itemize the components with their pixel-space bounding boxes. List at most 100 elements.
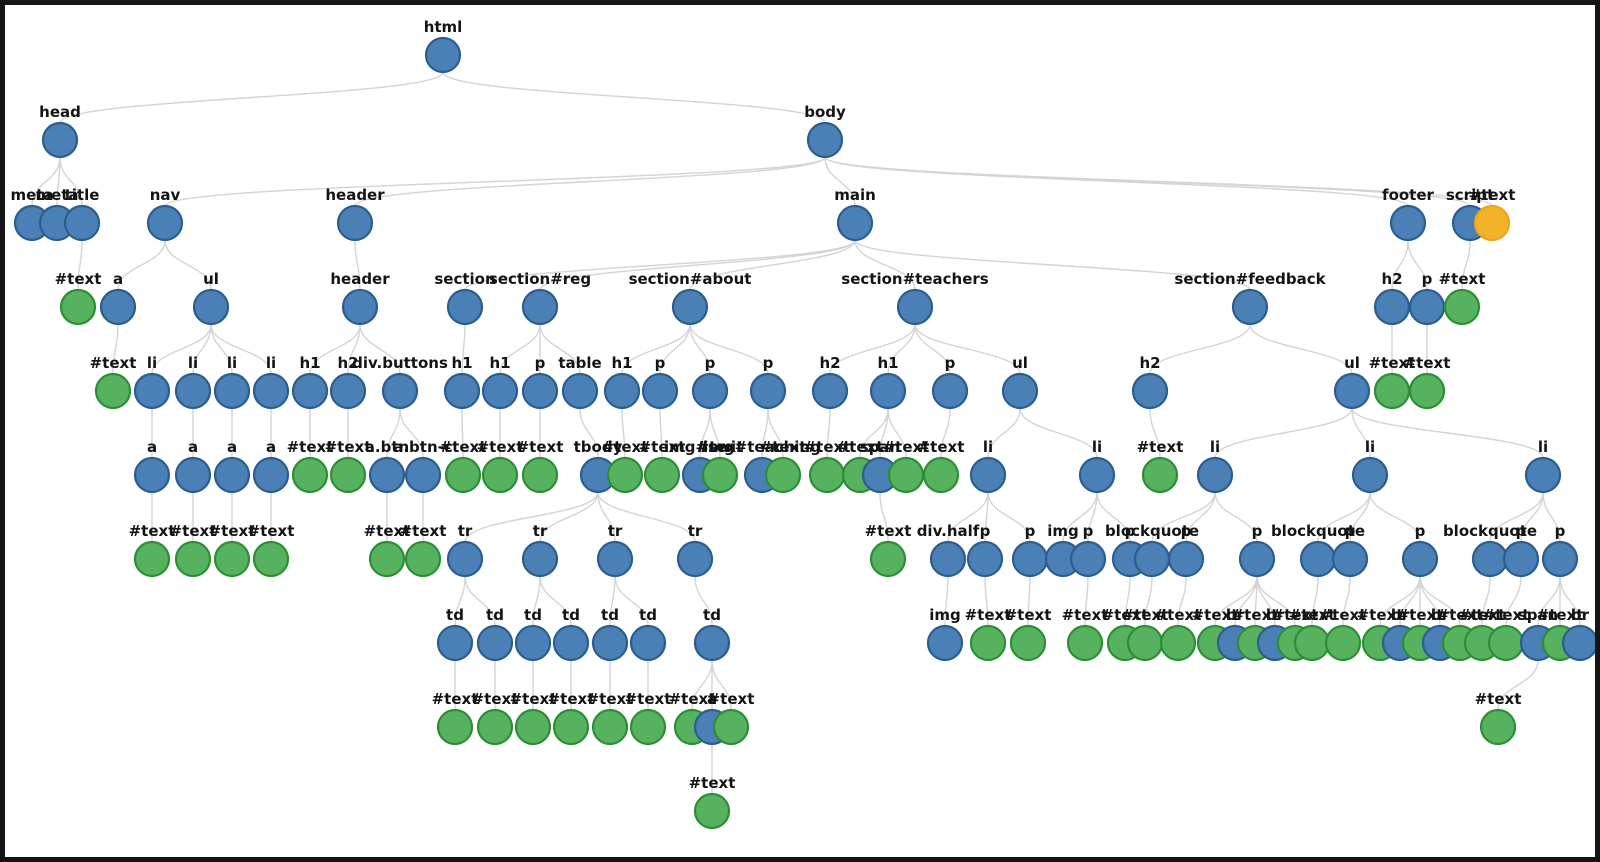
tree-node--text-text-node[interactable] (1487, 624, 1525, 662)
tree-node--text-text-node[interactable] (922, 456, 960, 494)
tree-node-p-element-node[interactable] (1408, 288, 1446, 326)
tree-node--text-text-node[interactable] (693, 792, 731, 830)
tree-node-li-element-node[interactable] (1351, 456, 1389, 494)
tree-node-section-about-element-node[interactable] (671, 288, 709, 326)
tree-node-header-element-node[interactable] (341, 288, 379, 326)
tree-node-a-element-node[interactable] (99, 288, 137, 326)
tree-node-table-element-node[interactable] (561, 372, 599, 410)
tree-node-p-element-node[interactable] (749, 372, 787, 410)
tree-node-p-element-node[interactable] (521, 372, 559, 410)
tree-node--text-text-node[interactable] (94, 372, 132, 410)
tree-node-ul-element-node[interactable] (1001, 372, 1039, 410)
tree-node-p-element-node[interactable] (641, 372, 679, 410)
tree-node-p-element-node[interactable] (1069, 540, 1107, 578)
tree-node-div-buttons-element-node[interactable] (381, 372, 419, 410)
tree-node--text-text-node[interactable] (606, 456, 644, 494)
tree-node-div-half-element-node[interactable] (929, 540, 967, 578)
tree-node--text-text-node[interactable] (444, 456, 482, 494)
tree-node-td-element-node[interactable] (591, 624, 629, 662)
tree-node-blockquote-element-node[interactable] (1133, 540, 1171, 578)
tree-node--text-text-node[interactable] (591, 708, 629, 746)
tree-node-p-element-node[interactable] (691, 372, 729, 410)
tree-node-p-element-node[interactable] (1011, 540, 1049, 578)
tree-node-p-element-node[interactable] (1401, 540, 1439, 578)
tree-node--text-text-node[interactable] (1443, 288, 1481, 326)
tree-node--text-text-node[interactable] (552, 708, 590, 746)
tree-node-li-element-node[interactable] (1524, 456, 1562, 494)
tree-node--text-text-node[interactable] (1293, 624, 1331, 662)
tree-node-h1-element-node[interactable] (869, 372, 907, 410)
tree-node--text-text-node[interactable] (252, 540, 290, 578)
tree-node--text-text-node[interactable] (174, 540, 212, 578)
tree-node-td-element-node[interactable] (436, 624, 474, 662)
tree-node--text-text-node[interactable] (808, 456, 846, 494)
tree-node-td-element-node[interactable] (552, 624, 590, 662)
tree-node--text-text-node[interactable] (1324, 624, 1362, 662)
tree-node--text-text-node[interactable] (213, 540, 251, 578)
tree-node--text-text-node[interactable] (1066, 624, 1104, 662)
tree-node-h2-element-node[interactable] (811, 372, 849, 410)
tree-node--text-text-node[interactable] (481, 456, 519, 494)
tree-node-td-element-node[interactable] (629, 624, 667, 662)
tree-node-a-element-node[interactable] (252, 456, 290, 494)
tree-node--text-text-node[interactable] (329, 456, 367, 494)
tree-node-section-feedback-element-node[interactable] (1231, 288, 1269, 326)
tree-node--text-text-node[interactable] (368, 540, 406, 578)
tree-node-p-element-node[interactable] (1331, 540, 1369, 578)
tree-node--text-text-node[interactable] (404, 540, 442, 578)
tree-node-header-element-node[interactable] (336, 204, 374, 242)
tree-node--text-text-node[interactable] (1408, 372, 1446, 410)
tree-node--text-highlighted-text-node[interactable] (1473, 204, 1511, 242)
tree-node--text-text-node[interactable] (59, 288, 97, 326)
tree-node-li-element-node[interactable] (133, 372, 171, 410)
tree-node-a-btn-c-element-node[interactable] (404, 456, 442, 494)
tree-node-h1-element-node[interactable] (603, 372, 641, 410)
tree-node-tr-element-node[interactable] (521, 540, 559, 578)
tree-node--text-text-node[interactable] (701, 456, 739, 494)
tree-node-td-element-node[interactable] (693, 624, 731, 662)
tree-node-blockquote-element-node[interactable] (1471, 540, 1509, 578)
tree-node--text-text-node[interactable] (1373, 372, 1411, 410)
tree-node--text-text-node[interactable] (969, 624, 1007, 662)
tree-node-nav-element-node[interactable] (146, 204, 184, 242)
tree-node-ul-element-node[interactable] (192, 288, 230, 326)
tree-node--text-text-node[interactable] (476, 708, 514, 746)
tree-node-li-element-node[interactable] (1078, 456, 1116, 494)
tree-node-h2-element-node[interactable] (1373, 288, 1411, 326)
tree-node--text-text-node[interactable] (712, 708, 750, 746)
tree-node--text-text-node[interactable] (1159, 624, 1197, 662)
tree-node-p-element-node[interactable] (1541, 540, 1579, 578)
tree-node--text-text-node[interactable] (764, 456, 802, 494)
tree-node-a-element-node[interactable] (133, 456, 171, 494)
tree-node-h1-element-node[interactable] (481, 372, 519, 410)
tree-node-tr-element-node[interactable] (596, 540, 634, 578)
tree-node-li-element-node[interactable] (969, 456, 1007, 494)
tree-node--text-text-node[interactable] (1141, 456, 1179, 494)
tree-node--text-text-node[interactable] (521, 456, 559, 494)
tree-node-img-element-node[interactable] (926, 624, 964, 662)
tree-node-section-teachers-element-node[interactable] (896, 288, 934, 326)
tree-node-title-element-node[interactable] (63, 204, 101, 242)
tree-node-p-element-node[interactable] (1502, 540, 1540, 578)
tree-node-tr-element-node[interactable] (446, 540, 484, 578)
tree-node-p-element-node[interactable] (931, 372, 969, 410)
tree-node--text-text-node[interactable] (1009, 624, 1047, 662)
tree-node--text-text-node[interactable] (436, 708, 474, 746)
tree-node-a-element-node[interactable] (213, 456, 251, 494)
tree-node-section-element-node[interactable] (446, 288, 484, 326)
tree-node-main-element-node[interactable] (836, 204, 874, 242)
tree-node-li-element-node[interactable] (174, 372, 212, 410)
tree-node-br-element-node[interactable] (1561, 624, 1595, 662)
tree-node-p-element-node[interactable] (1238, 540, 1276, 578)
tree-node-a-element-node[interactable] (174, 456, 212, 494)
tree-node-tr-element-node[interactable] (676, 540, 714, 578)
tree-node-ul-element-node[interactable] (1333, 372, 1371, 410)
tree-node-h2-element-node[interactable] (329, 372, 367, 410)
tree-node-li-element-node[interactable] (213, 372, 251, 410)
tree-node-p-element-node[interactable] (1167, 540, 1205, 578)
tree-node-blockquote-element-node[interactable] (1299, 540, 1337, 578)
tree-node--text-text-node[interactable] (514, 708, 552, 746)
tree-node-li-element-node[interactable] (252, 372, 290, 410)
tree-node--text-text-node[interactable] (291, 456, 329, 494)
tree-node--text-text-node[interactable] (1479, 708, 1517, 746)
